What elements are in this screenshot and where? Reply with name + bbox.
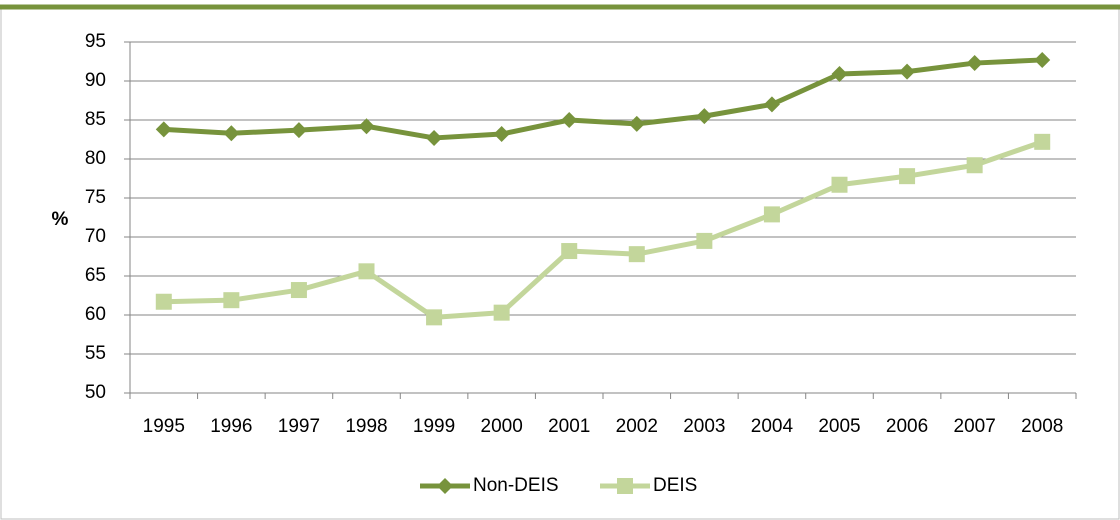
- y-tick-label: 70: [85, 226, 106, 247]
- y-tick-label: 95: [85, 31, 106, 52]
- data-point: [763, 96, 780, 113]
- x-tick-label: 2004: [751, 416, 794, 437]
- x-tick-label: 1997: [278, 416, 320, 437]
- data-point: [628, 246, 645, 263]
- data-point: [426, 309, 443, 326]
- x-tick-label: 2006: [886, 416, 928, 437]
- data-point: [561, 243, 578, 260]
- data-point: [290, 282, 307, 299]
- data-point: [696, 108, 713, 125]
- y-tick-label: 65: [85, 265, 106, 286]
- data-point: [696, 232, 713, 249]
- legend-label: Non-DEIS: [473, 475, 559, 496]
- data-point: [966, 55, 983, 72]
- data-point: [155, 293, 172, 310]
- data-point: [358, 118, 375, 135]
- data-point: [358, 263, 375, 280]
- data-point: [493, 304, 510, 321]
- y-tick-label: 75: [85, 187, 106, 208]
- x-tick-label: 2005: [818, 416, 860, 437]
- y-tick-label: 50: [85, 382, 106, 403]
- x-tick-label: 1999: [413, 416, 455, 437]
- x-tick-label: 1998: [345, 416, 387, 437]
- data-point: [1034, 133, 1051, 150]
- data-point: [1034, 51, 1051, 68]
- x-tick-label: 2008: [1021, 416, 1063, 437]
- y-tick-label: 55: [85, 343, 106, 364]
- data-point: [831, 65, 848, 82]
- data-point: [628, 115, 645, 132]
- data-point: [561, 112, 578, 128]
- series-line: [163, 57, 1043, 141]
- x-tick-label: 1996: [210, 416, 252, 437]
- legend-label: DEIS: [653, 475, 697, 496]
- data-point: [899, 168, 916, 185]
- y-tick-label: 85: [85, 109, 106, 130]
- data-point: [155, 121, 172, 138]
- data-point: [426, 129, 443, 146]
- x-tick-label: 2001: [548, 416, 590, 437]
- data-point: [290, 122, 307, 139]
- data-point: [223, 292, 240, 309]
- y-tick-label: 80: [85, 148, 106, 169]
- y-tick-label: 60: [85, 304, 106, 325]
- data-point: [831, 176, 848, 193]
- data-point: [493, 126, 510, 143]
- data-point: [899, 63, 916, 80]
- y-tick-label: 90: [85, 70, 106, 91]
- x-tick-label: 2007: [954, 416, 996, 437]
- chart-frame: [0, 7, 1120, 520]
- x-tick-label: 2003: [683, 416, 725, 437]
- legend-marker: [617, 478, 633, 494]
- data-point: [966, 157, 983, 174]
- data-point: [223, 125, 240, 142]
- x-tick-label: 2002: [616, 416, 658, 437]
- series-line: [163, 139, 1044, 320]
- y-axis-label: %: [52, 209, 69, 230]
- x-tick-label: 1995: [143, 416, 185, 437]
- x-tick-label: 2000: [481, 416, 523, 437]
- legend-marker: [437, 478, 453, 494]
- data-point: [763, 206, 780, 223]
